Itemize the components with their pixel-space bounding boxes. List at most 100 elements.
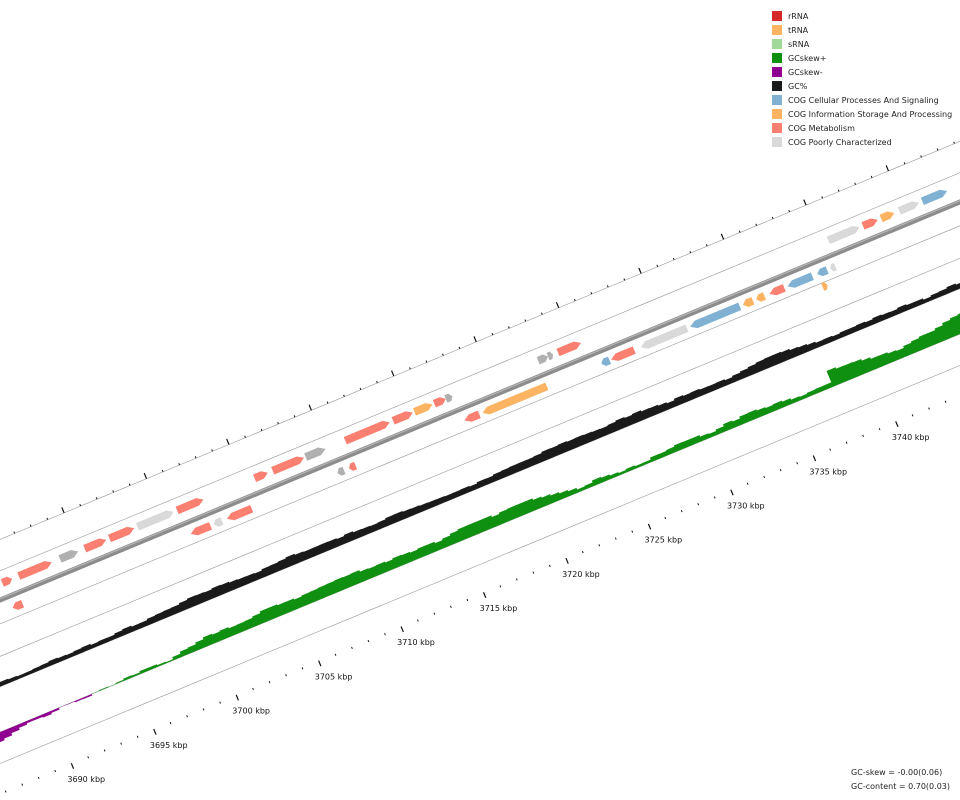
outer-minor-tick (656, 264, 659, 267)
feature-arrow (920, 189, 948, 206)
outer-major-tick (555, 301, 560, 308)
gc-bar (533, 452, 546, 465)
gc-skew-positive-bar (690, 435, 702, 445)
outer-minor-tick (442, 353, 444, 356)
feature-arrow (536, 354, 549, 365)
gc-bar (673, 395, 686, 407)
gc-bar (236, 576, 249, 588)
legend-label: COG Information Storage And Processing (788, 109, 953, 119)
gc-skew-positive-bar (666, 446, 678, 456)
gc-skew-positive-bar (699, 433, 711, 442)
gc-skew-positive-bar (772, 400, 785, 411)
gc-skew-positive-bar (172, 653, 183, 661)
feature-arrow (743, 297, 755, 307)
inner-minor-tick (581, 551, 584, 554)
gc-skew-negative-bar (33, 714, 44, 721)
outer-minor-tick (755, 223, 758, 226)
legend-swatch (772, 81, 782, 91)
gc-bar (146, 615, 159, 625)
outer-minor-tick (112, 490, 115, 493)
gc-content-stat: GC-content = 0.70(0.03) (851, 782, 950, 791)
outer-minor-tick (425, 360, 428, 363)
outer-major-tick (390, 370, 395, 377)
gc-skew-positive-bar (747, 409, 760, 421)
outer-minor-tick (606, 285, 609, 288)
gc-bar (831, 332, 843, 342)
inner-minor-tick (268, 680, 271, 684)
inner-minor-tick (713, 496, 716, 499)
feature-arrow (769, 284, 786, 296)
gc-bar (484, 475, 497, 485)
gc-skew-negative-bar (8, 724, 20, 734)
feature-arrow (464, 410, 481, 422)
gc-bar (178, 599, 192, 612)
feature-arrow (826, 225, 860, 244)
gc-skew-negative-bar (0, 731, 5, 743)
gc-bar (905, 301, 917, 311)
outer-minor-tick (359, 387, 362, 390)
gc-bar (319, 541, 332, 554)
gc-skew-negative-bar (82, 694, 93, 700)
legend-item: rRNA (772, 9, 952, 23)
gc-skew-positive-bar (957, 313, 960, 321)
outer-minor-tick (623, 278, 626, 281)
feature-arrow (271, 456, 305, 475)
gc-skew-positive-bar (567, 487, 579, 497)
tick-label: 3690 kbp (67, 775, 105, 784)
outer-minor-tick (458, 346, 461, 349)
tick-label: 3735 kbp (809, 467, 847, 476)
outer-minor-tick (244, 435, 246, 438)
stats-panel: GC-skew = -0.00(0.06) GC-content = 0.70(… (851, 766, 950, 794)
track-lines (0, 140, 960, 764)
outer-minor-tick (46, 517, 49, 520)
gc-bar (468, 483, 480, 492)
gc-skew-positive-bar (609, 472, 620, 479)
outer-minor-tick (211, 449, 213, 452)
gc-bar (955, 283, 960, 290)
gc-bar (203, 588, 216, 601)
legend-label: COG Metabolism (788, 123, 855, 133)
feature-arrow (482, 382, 549, 415)
gc-bar (913, 298, 925, 307)
inner-minor-tick (680, 510, 683, 513)
inner-minor-tick (169, 721, 172, 725)
gc-bar (648, 404, 662, 417)
gc-skew-positive-bar (434, 539, 447, 551)
gc-bar (922, 296, 934, 304)
gc-bar (864, 318, 876, 328)
inner-minor-tick (878, 427, 881, 431)
gc-skew-positive-bar (715, 425, 727, 435)
feature-arrow (213, 517, 224, 527)
gc-bar (138, 619, 150, 629)
feature-arrow (58, 550, 79, 563)
inner-minor-tick (466, 598, 469, 602)
legend-label: GCskew- (788, 67, 823, 77)
gc-bar (310, 544, 324, 557)
feature-arrow (556, 341, 582, 357)
inner-minor-tick (746, 482, 749, 485)
gc-bar (0, 678, 10, 687)
legend-swatch (772, 53, 782, 63)
gc-bar (377, 518, 390, 530)
outer-minor-tick (821, 196, 823, 199)
feature-arrow (611, 346, 636, 361)
legend-label: COG Cellular Processes And Signaling (788, 95, 939, 105)
track-line (0, 257, 960, 657)
inner-minor-tick (928, 407, 930, 410)
gc-skew-positive-bar (131, 671, 142, 678)
feature-arrow (337, 466, 346, 476)
outer-major-tick (638, 267, 642, 274)
outer-minor-tick (29, 524, 32, 527)
outer-minor-tick (788, 209, 791, 213)
gc-skew-negative-bar (41, 711, 52, 718)
legend-item: tRNA (772, 23, 952, 37)
genome-backbone (0, 199, 960, 603)
gc-skew-positive-bar (673, 441, 686, 452)
gc-bar (302, 548, 315, 560)
gc-bar (666, 399, 678, 410)
outer-minor-tick (79, 504, 82, 507)
feature-arrow (226, 504, 254, 521)
gc-bar (106, 634, 118, 642)
gc-bar (114, 629, 126, 639)
